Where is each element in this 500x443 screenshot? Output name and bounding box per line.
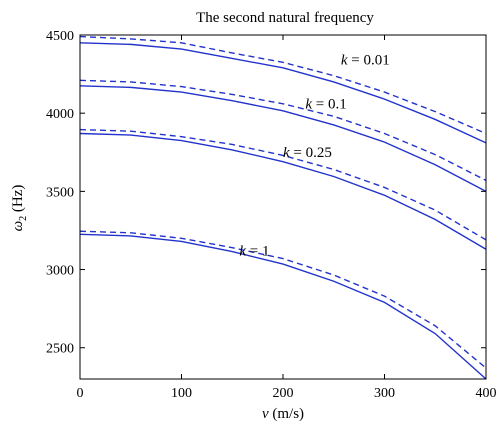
- curve-annotation: k = 1: [239, 243, 269, 259]
- x-axis-label: v (m/s): [262, 406, 304, 422]
- series-line-k-1-dashed: [79, 230, 487, 369]
- chart-title: The second natural frequency: [196, 10, 374, 26]
- y-tick-label: 2500: [46, 342, 74, 357]
- y-axis-label: ω2 (Hz): [10, 185, 29, 232]
- curve-annotation: k = 0.1: [305, 96, 346, 112]
- series-line-k-0-01-dashed: [79, 35, 487, 135]
- series-layer: [79, 35, 487, 380]
- series-line-k-0-01-solid: [79, 42, 487, 144]
- x-tick-label: 200: [273, 386, 294, 401]
- y-tick-label: 3000: [46, 264, 74, 279]
- series-line-k-0-25-dashed: [79, 128, 487, 241]
- ticks-layer: 0 100 200 300 400 2500 3000 3500 4000 4500: [46, 29, 497, 401]
- curve-annotation: k = 0.25: [283, 145, 332, 161]
- y-tick-label: 4500: [46, 29, 74, 44]
- series-line-k-0-1-dashed: [79, 79, 487, 182]
- x-tick-label: 300: [374, 386, 395, 401]
- x-tick-label: 0: [77, 386, 84, 401]
- series-line-k-0-1-solid: [79, 85, 487, 192]
- annotation-layer: k = 0.01 k = 0.1 k = 0.25 k = 1: [239, 53, 389, 260]
- series-line-k-0-25-solid: [79, 132, 487, 250]
- series-line-k-1-solid: [79, 233, 487, 380]
- y-tick-label: 3500: [46, 185, 74, 200]
- x-tick-label: 100: [171, 386, 192, 401]
- x-tick-label: 400: [476, 386, 497, 401]
- y-tick-label: 4000: [46, 107, 74, 122]
- curve-annotation: k = 0.01: [341, 53, 390, 69]
